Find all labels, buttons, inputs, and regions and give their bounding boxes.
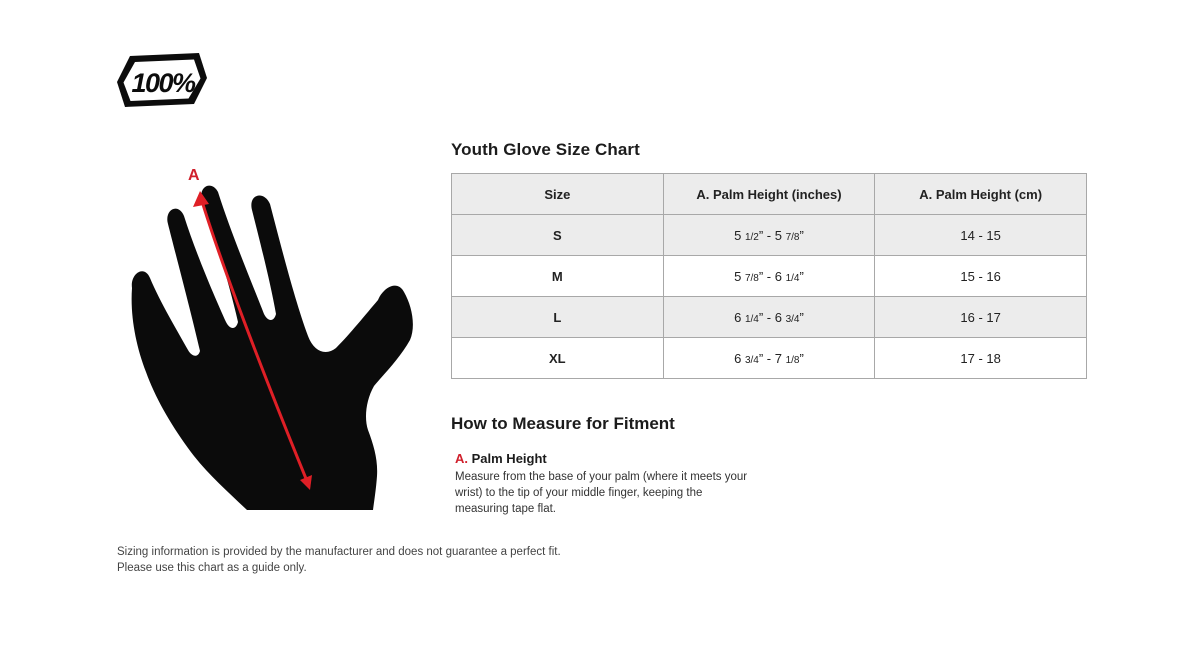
palm-height-label-text: Palm Height: [471, 451, 547, 466]
table-row: XL 6 3/4” - 7 1/8” 17 - 18: [451, 337, 1087, 379]
size-cell: L: [451, 296, 664, 338]
arrowhead-bottom-icon: [300, 475, 312, 490]
size-cell: S: [451, 214, 664, 256]
size-chart-table: Size A. Palm Height (inches) A. Palm Hei…: [451, 173, 1087, 379]
size-chart-title: Youth Glove Size Chart: [451, 140, 640, 159]
glove-measurement-figure: A: [131, 167, 413, 510]
palm-height-arrow-icon: [199, 196, 311, 488]
palm-height-label: A. Palm Height: [455, 451, 547, 466]
svg-text:100%: 100%: [131, 68, 196, 98]
palm-height-cm-cell: 16 - 17: [874, 296, 1087, 338]
brand-logo-100percent-icon: 100%: [117, 53, 207, 107]
table-header-row: Size A. Palm Height (inches) A. Palm Hei…: [451, 173, 1087, 215]
palm-height-description: Measure from the base of your palm (wher…: [455, 471, 748, 515]
sizing-disclaimer: Sizing information is provided by the ma…: [117, 544, 561, 576]
palm-height-cm-cell: 14 - 15: [874, 214, 1087, 256]
glove-silhouette: [131, 185, 413, 510]
column-header-palm-height-inches: A. Palm Height (inches): [662, 173, 876, 215]
palm-height-cm-cell: 15 - 16: [874, 255, 1087, 297]
column-header-size: Size: [451, 173, 664, 215]
disclaimer-line-2: Please use this chart as a guide only.: [117, 562, 307, 574]
palm-height-inches-cell: 6 1/4” - 6 3/4”: [662, 296, 876, 338]
palm-height-inches-cell: 5 7/8” - 6 1/4”: [662, 255, 876, 297]
palm-height-cm-cell: 17 - 18: [874, 337, 1087, 379]
palm-height-inches-cell: 6 3/4” - 7 1/8”: [662, 337, 876, 379]
disclaimer-line-1: Sizing information is provided by the ma…: [117, 546, 561, 558]
palm-height-marker-label: A: [188, 167, 200, 184]
palm-height-label-prefix: A.: [455, 451, 468, 466]
size-cell: M: [451, 255, 664, 297]
how-to-measure-title: How to Measure for Fitment: [451, 414, 675, 433]
column-header-palm-height-cm: A. Palm Height (cm): [874, 173, 1087, 215]
size-cell: XL: [451, 337, 664, 379]
palm-height-inches-cell: 5 1/2” - 5 7/8”: [662, 214, 876, 256]
arrowhead-top-icon: [193, 191, 209, 207]
